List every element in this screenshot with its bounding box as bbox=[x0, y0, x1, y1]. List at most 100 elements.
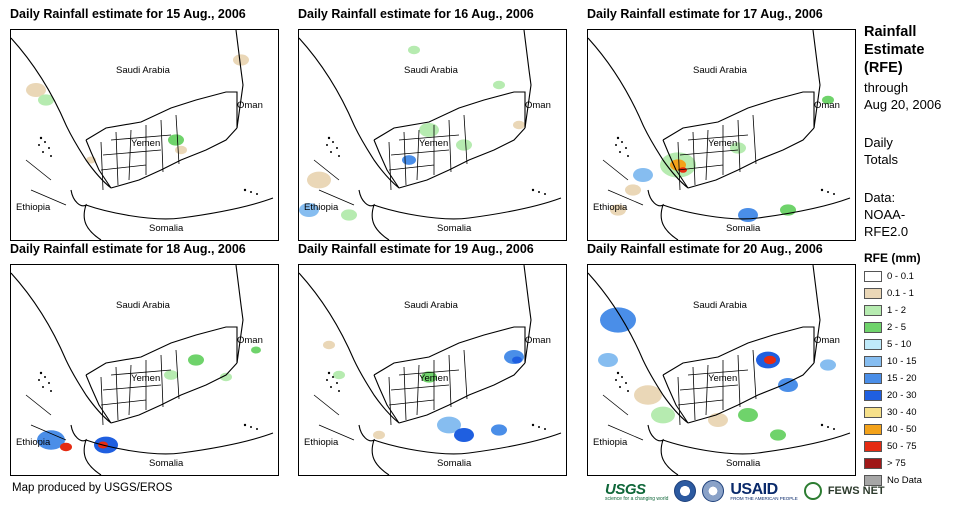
map-label-saudi: Saudi Arabia bbox=[693, 300, 747, 311]
legend-swatch bbox=[864, 441, 882, 452]
usaid-wordmark: USAID bbox=[730, 481, 778, 498]
rainfall-area bbox=[38, 94, 54, 106]
legend-swatch bbox=[864, 271, 882, 282]
rainfall-area bbox=[421, 371, 437, 383]
map-label-yemen: Yemen bbox=[131, 373, 161, 384]
sidebar-data-line: RFE2.0 bbox=[864, 224, 909, 239]
map-label-oman: Oman bbox=[814, 335, 840, 346]
map-frame: Saudi Arabia Oman Yemen Ethiopia Somalia bbox=[298, 264, 567, 476]
legend: 0 - 0.1 0.1 - 1 1 - 2 2 - 5 5 - 10 10 - 15 15 … bbox=[864, 268, 922, 489]
map-label-somalia: Somalia bbox=[726, 223, 761, 234]
map-label-oman: Oman bbox=[525, 100, 551, 111]
rainfall-area bbox=[598, 353, 618, 367]
rainfall-area bbox=[764, 355, 776, 365]
map-frame: Saudi Arabia Oman Yemen Ethiopia Somalia bbox=[298, 29, 567, 241]
map-label-yemen: Yemen bbox=[131, 138, 161, 149]
rainfall-area bbox=[37, 430, 65, 450]
map-panel-17-aug: Daily Rainfall estimate for 17 Aug., 200… bbox=[587, 7, 872, 241]
rainfall-area bbox=[299, 203, 319, 217]
map-frame: Saudi Arabia Oman Yemen Ethiopia Somalia bbox=[587, 264, 856, 476]
rainfall-area bbox=[634, 385, 662, 405]
rainfall-area bbox=[493, 80, 505, 90]
sidebar-title-line: Rainfall bbox=[864, 24, 917, 40]
sidebar-daily-line: Daily bbox=[864, 135, 893, 150]
legend-swatch bbox=[864, 407, 882, 418]
sidebar-through-line: Aug 20, 2006 bbox=[864, 97, 942, 112]
dhs-seal-icon bbox=[702, 480, 725, 502]
legend-label: 5 - 10 bbox=[887, 339, 912, 350]
map-label-ethiopia: Ethiopia bbox=[16, 437, 51, 448]
rainfall-area bbox=[491, 424, 507, 436]
map-label-ethiopia: Ethiopia bbox=[16, 202, 51, 213]
map-label-saudi: Saudi Arabia bbox=[116, 300, 170, 311]
rainfall-area bbox=[333, 370, 345, 380]
rainfall-area bbox=[220, 372, 232, 382]
map-label-oman: Oman bbox=[237, 335, 263, 346]
sidebar-title: Rainfall Estimate (RFE) bbox=[864, 23, 924, 77]
rainfall-area bbox=[437, 416, 461, 434]
rainfall-area bbox=[633, 168, 653, 182]
rainfall-area bbox=[738, 408, 758, 422]
map-label-saudi: Saudi Arabia bbox=[693, 65, 747, 76]
rainfall-area bbox=[251, 346, 261, 354]
noaa-seal-icon bbox=[674, 480, 697, 502]
sidebar-daily-line: Totals bbox=[864, 152, 898, 167]
map-label-ethiopia: Ethiopia bbox=[593, 202, 628, 213]
map-panel-18-aug: Daily Rainfall estimate for 18 Aug., 200… bbox=[10, 242, 295, 476]
rainfall-area bbox=[456, 139, 472, 151]
legend-item: 50 - 75 bbox=[864, 438, 922, 455]
usgs-tagline: science for a changing world bbox=[605, 495, 669, 502]
sidebar-data-line: NOAA- bbox=[864, 207, 906, 222]
legend-label: 30 - 40 bbox=[887, 407, 917, 418]
rainfall-area bbox=[373, 430, 385, 440]
legend-swatch bbox=[864, 390, 882, 401]
legend-item: 10 - 15 bbox=[864, 353, 922, 370]
legend-swatch bbox=[864, 424, 882, 435]
map-frame: Saudi Arabia Oman Yemen Ethiopia Somalia bbox=[10, 29, 279, 241]
map-label-yemen: Yemen bbox=[708, 373, 738, 384]
rainfall-area bbox=[454, 428, 474, 442]
sidebar-data-source: Data: NOAA- RFE2.0 bbox=[864, 189, 908, 240]
rainfall-area bbox=[402, 155, 416, 165]
legend-swatch bbox=[864, 373, 882, 384]
rainfall-area bbox=[175, 145, 187, 155]
panel-title: Daily Rainfall estimate for 15 Aug., 200… bbox=[10, 7, 246, 21]
sidebar-through: through Aug 20, 2006 bbox=[864, 79, 941, 113]
map-label-oman: Oman bbox=[525, 335, 551, 346]
map-panel-15-aug: Daily Rainfall estimate for 15 Aug., 200… bbox=[10, 7, 295, 241]
rainfall-area bbox=[778, 378, 798, 392]
credit-text: Map produced by USGS/EROS bbox=[12, 482, 173, 494]
legend-label: No Data bbox=[887, 475, 922, 486]
legend-item: 0.1 - 1 bbox=[864, 285, 922, 302]
rainfall-area bbox=[822, 95, 834, 105]
legend-swatch bbox=[864, 475, 882, 486]
map-label-oman: Oman bbox=[237, 100, 263, 111]
legend-label: 20 - 30 bbox=[887, 390, 917, 401]
sidebar-data-line: Data: bbox=[864, 190, 896, 205]
rainfall-area bbox=[679, 167, 687, 173]
map-label-yemen: Yemen bbox=[419, 138, 449, 149]
rainfall-area bbox=[651, 406, 675, 424]
rainfall-area bbox=[730, 142, 746, 154]
map-label-ethiopia: Ethiopia bbox=[593, 437, 628, 448]
map-label-somalia: Somalia bbox=[437, 458, 472, 469]
legend-swatch bbox=[864, 288, 882, 299]
map-panel-19-aug: Daily Rainfall estimate for 19 Aug., 200… bbox=[298, 242, 583, 476]
legend-label: > 75 bbox=[887, 458, 906, 469]
map-label-yemen: Yemen bbox=[419, 373, 449, 384]
sidebar-through-line: through bbox=[864, 80, 909, 95]
map-label-oman: Oman bbox=[814, 100, 840, 111]
rainfall-area bbox=[610, 204, 626, 216]
map-label-somalia: Somalia bbox=[437, 223, 472, 234]
legend-swatch bbox=[864, 322, 882, 333]
legend-item: 5 - 10 bbox=[864, 336, 922, 353]
panel-title: Daily Rainfall estimate for 17 Aug., 200… bbox=[587, 7, 823, 21]
sidebar-daily-totals: Daily Totals bbox=[864, 134, 898, 168]
panel-title: Daily Rainfall estimate for 20 Aug., 200… bbox=[587, 242, 823, 256]
rainfall-area bbox=[600, 307, 636, 333]
sidebar-title-line: (RFE) bbox=[864, 60, 903, 76]
legend-item: 0 - 0.1 bbox=[864, 268, 922, 285]
legend-item: 1 - 2 bbox=[864, 302, 922, 319]
map-panel-16-aug: Daily Rainfall estimate for 16 Aug., 200… bbox=[298, 7, 583, 241]
legend-item: > 75 bbox=[864, 455, 922, 472]
